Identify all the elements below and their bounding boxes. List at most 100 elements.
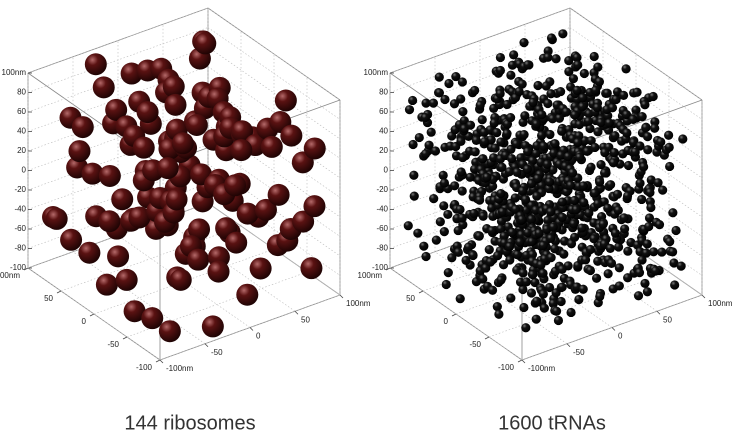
sphere bbox=[60, 228, 83, 251]
sphere bbox=[231, 120, 254, 143]
sphere bbox=[533, 80, 543, 91]
sphere bbox=[435, 217, 445, 227]
sphere bbox=[463, 242, 474, 252]
sphere bbox=[573, 60, 583, 70]
sphere bbox=[634, 268, 645, 278]
sphere bbox=[536, 130, 547, 141]
sphere bbox=[574, 294, 584, 305]
sphere bbox=[447, 253, 457, 263]
sphere bbox=[664, 130, 674, 140]
sphere bbox=[506, 112, 516, 123]
sphere bbox=[622, 128, 632, 138]
x-tick-label: -100nm bbox=[166, 364, 193, 373]
sphere bbox=[621, 110, 632, 120]
grid-line bbox=[27, 105, 209, 171]
sphere bbox=[642, 239, 652, 249]
panel: -100-80-60-40-20020406080100nm-100-50050… bbox=[358, 7, 733, 434]
sphere bbox=[585, 123, 595, 134]
sphere bbox=[449, 181, 460, 191]
sphere bbox=[600, 148, 610, 158]
sphere bbox=[487, 285, 498, 295]
grid-line bbox=[569, 66, 703, 159]
sphere bbox=[632, 87, 642, 97]
tick-mark bbox=[339, 294, 344, 299]
sphere bbox=[84, 53, 107, 76]
sphere bbox=[618, 90, 629, 100]
grid-line bbox=[27, 46, 209, 113]
sphere bbox=[547, 114, 558, 124]
x-tick-label: 100nm bbox=[708, 299, 733, 308]
sphere bbox=[439, 178, 450, 188]
sphere bbox=[557, 264, 567, 275]
sphere bbox=[546, 253, 556, 263]
sphere bbox=[557, 212, 567, 222]
sphere bbox=[590, 142, 600, 153]
grid-line bbox=[569, 85, 703, 179]
sphere bbox=[45, 207, 68, 230]
grid-line bbox=[569, 202, 703, 296]
z-tick-label: -20 bbox=[376, 185, 388, 194]
sphere bbox=[521, 323, 531, 333]
sphere bbox=[556, 150, 566, 160]
sphere bbox=[426, 127, 436, 137]
sphere bbox=[424, 140, 434, 150]
sphere bbox=[621, 64, 631, 74]
sphere bbox=[593, 127, 603, 137]
sphere bbox=[254, 198, 277, 221]
sphere bbox=[520, 111, 530, 121]
sphere bbox=[455, 294, 465, 304]
z-tick-label: -80 bbox=[14, 244, 26, 253]
sphere bbox=[656, 137, 666, 147]
sphere bbox=[637, 111, 647, 122]
sphere bbox=[584, 208, 594, 218]
sphere bbox=[623, 246, 633, 256]
sphere bbox=[453, 225, 463, 236]
sphere bbox=[669, 258, 679, 268]
z-tick-label: 0 bbox=[384, 166, 389, 175]
z-tick-label: -60 bbox=[14, 224, 26, 233]
sphere bbox=[469, 164, 480, 174]
sphere bbox=[572, 85, 582, 95]
sphere bbox=[536, 260, 546, 270]
caption: 1600 tRNAs bbox=[498, 412, 606, 434]
tick-mark bbox=[89, 313, 95, 317]
sphere bbox=[519, 302, 529, 313]
sphere bbox=[225, 231, 248, 254]
sphere bbox=[470, 85, 480, 96]
sphere bbox=[572, 52, 582, 63]
sphere bbox=[488, 181, 498, 191]
sphere bbox=[603, 203, 613, 213]
sphere bbox=[603, 269, 613, 279]
z-tick-label: 60 bbox=[17, 107, 26, 116]
sphere bbox=[479, 137, 490, 147]
sphere bbox=[553, 315, 564, 326]
sphere bbox=[668, 247, 678, 257]
sphere bbox=[523, 60, 533, 70]
sphere bbox=[421, 251, 431, 262]
grid-line bbox=[569, 144, 703, 237]
sphere bbox=[658, 185, 668, 195]
grid-line bbox=[569, 124, 703, 218]
sphere bbox=[474, 231, 484, 241]
tick-mark bbox=[249, 327, 254, 331]
sphere bbox=[577, 102, 587, 112]
sphere bbox=[496, 137, 506, 147]
sphere bbox=[429, 193, 439, 204]
sphere bbox=[606, 258, 617, 268]
grid-line bbox=[488, 271, 670, 338]
sphere bbox=[68, 140, 91, 163]
sphere bbox=[631, 105, 641, 115]
sphere bbox=[477, 115, 487, 125]
sphere bbox=[107, 245, 130, 268]
tick-mark bbox=[122, 336, 128, 340]
sphere bbox=[608, 158, 619, 168]
sphere bbox=[303, 195, 326, 218]
sphere bbox=[260, 135, 283, 158]
sphere bbox=[475, 100, 485, 110]
sphere bbox=[439, 201, 449, 211]
sphere bbox=[496, 275, 506, 285]
sphere bbox=[128, 206, 151, 229]
sphere bbox=[484, 245, 494, 255]
sphere bbox=[639, 162, 649, 172]
